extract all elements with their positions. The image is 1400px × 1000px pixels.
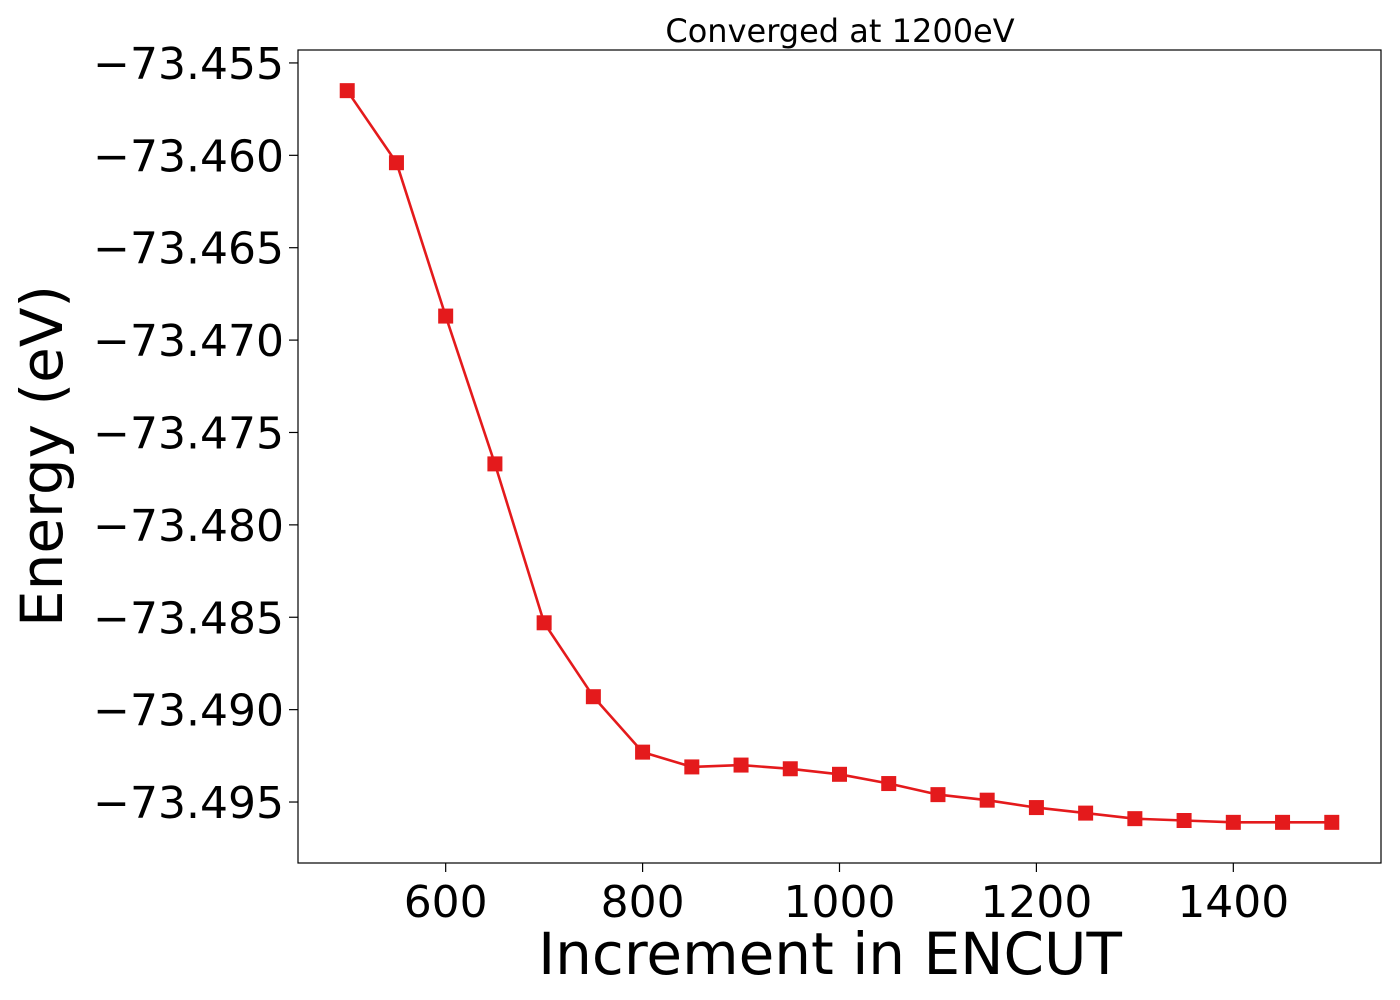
data-point-marker (585, 689, 601, 705)
data-point-marker (930, 787, 946, 803)
data-point-marker (339, 83, 355, 99)
y-tick-label: −73.490 (93, 686, 284, 737)
plot-area-frame (297, 49, 1382, 864)
data-point-marker (536, 615, 552, 631)
y-tick-label: −73.485 (93, 593, 284, 644)
chart-title: Converged at 1200eV (665, 12, 1014, 50)
y-tick-label: −73.455 (93, 39, 284, 90)
data-point-marker (832, 766, 847, 782)
y-axis-label: Energy (eV) (8, 285, 76, 627)
y-tick-label: −73.495 (93, 778, 284, 829)
data-point-marker (1275, 814, 1291, 830)
data-point-marker (1324, 814, 1340, 830)
data-point-marker (635, 744, 651, 760)
data-point-marker (1176, 813, 1192, 829)
data-point-marker (881, 776, 897, 792)
x-axis-label: Increment in ENCUT (538, 920, 1122, 988)
x-tick-label: 1200 (980, 877, 1092, 928)
data-point-marker (733, 757, 749, 773)
x-tick-label: 800 (601, 877, 685, 928)
data-point-marker (1078, 805, 1094, 821)
x-axis-ticks: 600 800 1000 1200 1400 (404, 863, 1289, 928)
y-tick-label: −73.480 (93, 501, 284, 552)
y-axis-ticks: −73.455 −73.460 −73.465 −73.470 −73.475 −73.4… (93, 39, 298, 829)
x-tick-label: 1400 (1177, 877, 1289, 928)
data-point-marker (1127, 811, 1143, 827)
data-point-marker (684, 759, 700, 775)
x-tick-label: 1000 (784, 877, 896, 928)
y-tick-label: −73.475 (93, 408, 284, 459)
y-tick-label: −73.470 (93, 316, 284, 367)
data-point-marker (1028, 800, 1044, 816)
data-point-marker (979, 792, 995, 808)
y-tick-label: −73.465 (93, 224, 284, 275)
series-layer (339, 83, 1340, 830)
data-point-marker (1225, 814, 1241, 830)
data-point-marker (388, 155, 404, 171)
y-tick-label: −73.460 (93, 131, 284, 182)
data-point-marker (487, 456, 503, 472)
x-tick-label: 600 (404, 877, 488, 928)
data-point-marker (438, 308, 454, 324)
data-point-marker (782, 761, 798, 777)
